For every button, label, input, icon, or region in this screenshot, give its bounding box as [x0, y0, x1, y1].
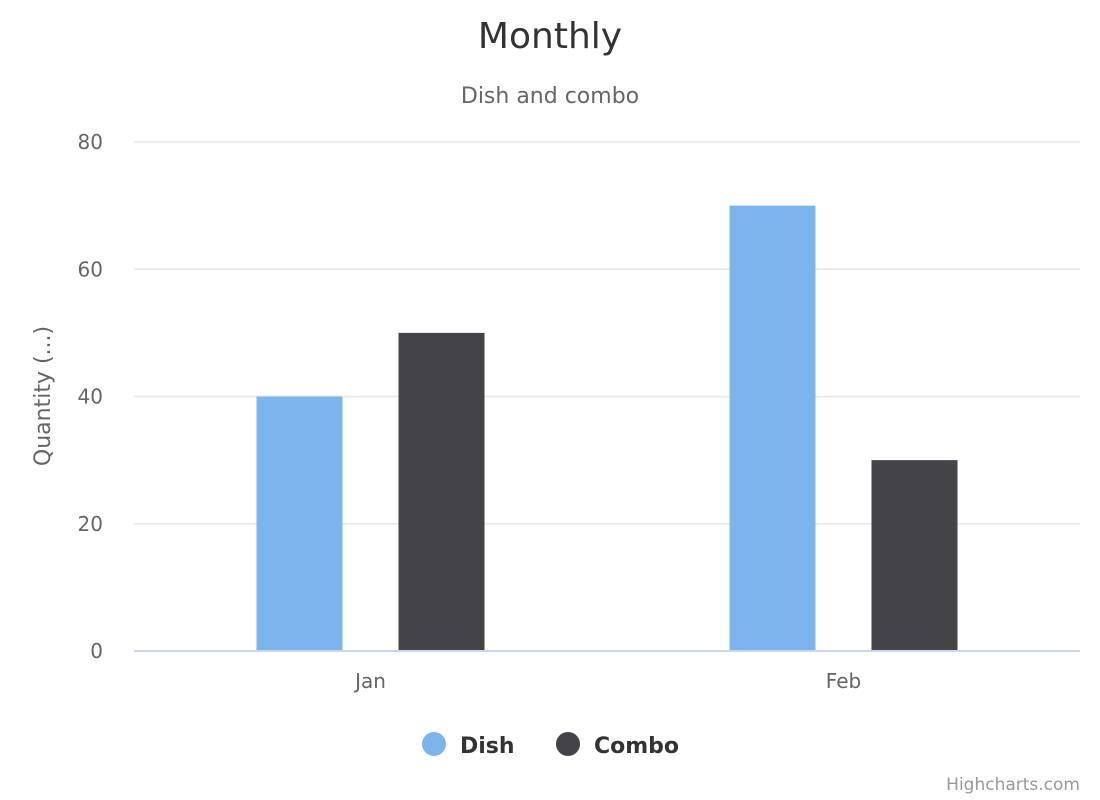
x-tick-label: Jan [353, 669, 386, 693]
legend-label: Combo [594, 734, 679, 759]
credits-link[interactable]: Highcharts.com [946, 775, 1080, 795]
y-tick-label: 60 [78, 257, 103, 281]
y-tick-label: 80 [78, 130, 103, 154]
legend-item-combo[interactable]: Combo [556, 732, 679, 759]
chart-subtitle: Dish and combo [461, 84, 639, 109]
x-axis-ticks: Jan Feb [353, 669, 861, 693]
bars [256, 205, 958, 652]
legend: Dish Combo [422, 732, 679, 759]
legend-item-dish[interactable]: Dish [422, 732, 515, 759]
legend-marker-icon [556, 732, 580, 756]
y-tick-label: 40 [78, 385, 103, 409]
y-tick-label: 0 [90, 639, 103, 663]
x-tick-label: Feb [826, 669, 861, 693]
bar-combo-jan[interactable] [398, 332, 485, 651]
y-axis-ticks: 0 20 40 60 80 [78, 130, 103, 663]
bar-dish-jan[interactable] [256, 396, 343, 652]
y-axis-title: Quantity (...) [31, 326, 56, 466]
chart-title: Monthly [478, 16, 622, 57]
y-tick-label: 20 [78, 512, 103, 536]
bar-combo-feb[interactable] [871, 460, 958, 651]
bar-dish-feb[interactable] [729, 205, 816, 651]
legend-marker-icon [422, 732, 446, 756]
legend-label: Dish [460, 734, 515, 759]
